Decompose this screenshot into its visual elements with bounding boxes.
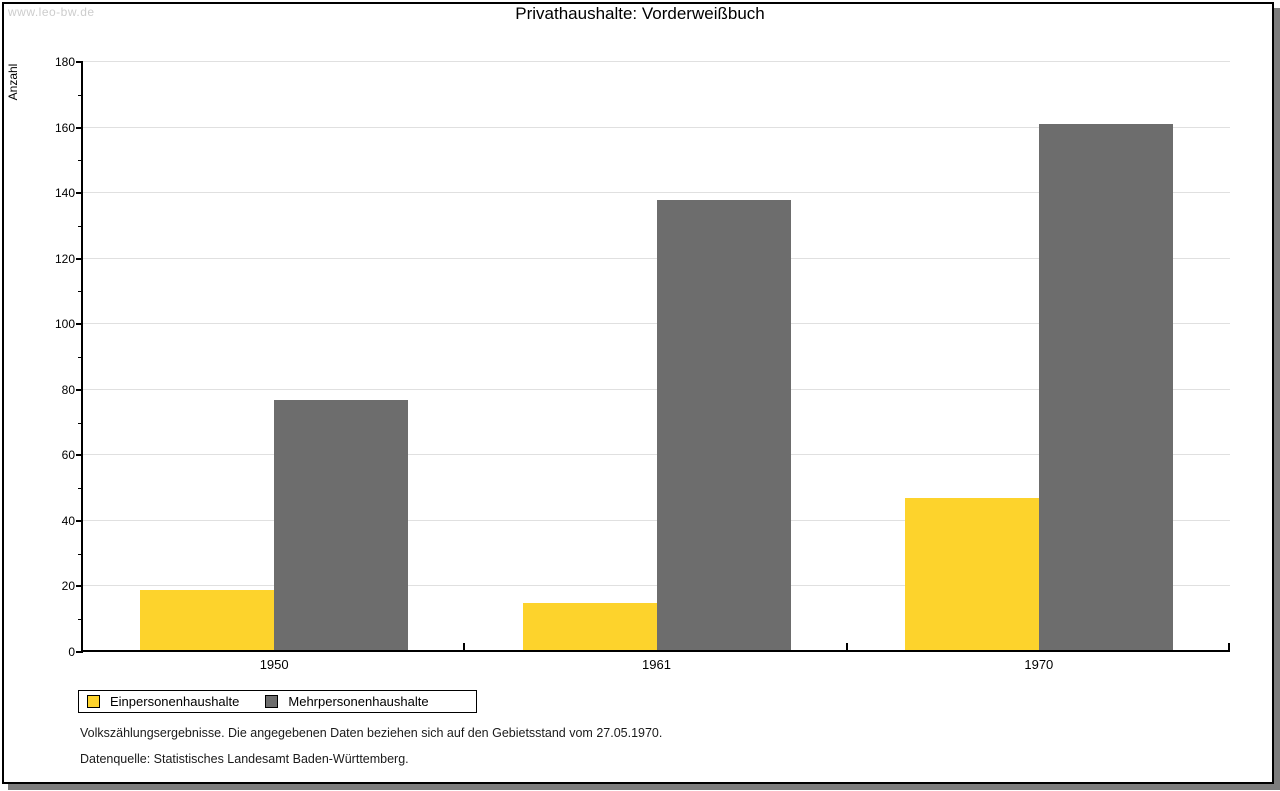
bar-mehrpersonenhaushalte-1970 xyxy=(1038,124,1173,652)
legend-swatch-einpersonenhaushalte xyxy=(87,695,100,708)
watermark: www.leo-bw.de xyxy=(8,5,95,19)
y-minor-tick-150 xyxy=(78,160,83,162)
y-minor-tick-90 xyxy=(78,357,83,358)
y-tick-label-160: 160 xyxy=(54,120,75,135)
bar-einpersonenhaushalte-1970 xyxy=(904,497,1039,652)
y-minor-tick-110 xyxy=(78,291,83,293)
y-major-tick-120 xyxy=(76,257,83,260)
y-major-tick-140 xyxy=(76,192,83,195)
y-tick-label-100: 100 xyxy=(54,317,75,332)
legend-item-mehrpersonenhaushalte: Mehrpersonenhaushalte xyxy=(265,694,429,709)
y-major-tick-160 xyxy=(76,126,83,129)
x-boundary-tick-1 xyxy=(463,643,466,650)
y-major-tick-100 xyxy=(76,323,83,326)
y-major-tick-40 xyxy=(76,519,83,522)
bar-einpersonenhaushalte-1950 xyxy=(140,589,275,652)
x-axis-line xyxy=(81,650,1230,652)
legend-item-einpersonenhaushalte: Einpersonenhaushalte xyxy=(87,694,239,709)
gridline-180 xyxy=(83,61,1230,62)
gridline-140 xyxy=(83,192,1230,194)
footer-source: Datenquelle: Statistisches Landesamt Bad… xyxy=(80,752,409,766)
legend-swatch-mehrpersonenhaushalte xyxy=(265,695,279,708)
legend-label-mehrpersonenhaushalte: Mehrpersonenhaushalte xyxy=(288,694,429,709)
x-boundary-tick-3 xyxy=(1228,643,1230,650)
y-tick-label-80: 80 xyxy=(61,382,75,397)
y-major-tick-0 xyxy=(76,651,83,653)
legend: Einpersonenhaushalte Mehrpersonenhaushalt… xyxy=(78,690,477,713)
x-tick-label-1950: 1950 xyxy=(259,657,289,672)
y-tick-label-40: 40 xyxy=(61,513,75,528)
bar-mehrpersonenhaushalte-1950 xyxy=(274,399,409,652)
legend-label-einpersonenhaushalte: Einpersonenhaushalte xyxy=(110,694,240,709)
y-minor-tick-130 xyxy=(78,225,83,227)
y-major-tick-20 xyxy=(76,585,83,588)
y-tick-label-140: 140 xyxy=(54,186,75,201)
y-minor-tick-10 xyxy=(78,619,83,621)
y-minor-tick-50 xyxy=(78,488,83,490)
y-major-tick-60 xyxy=(76,454,83,457)
y-axis-line xyxy=(81,62,83,652)
x-boundary-tick-2 xyxy=(845,643,848,650)
x-tick-label-1970: 1970 xyxy=(1024,657,1054,672)
y-minor-tick-170 xyxy=(78,94,83,96)
x-tick-label-1961: 1961 xyxy=(642,657,671,672)
gridline-160 xyxy=(83,126,1230,128)
y-minor-tick-70 xyxy=(78,422,83,424)
y-minor-tick-30 xyxy=(78,553,83,555)
y-tick-label-0: 0 xyxy=(68,645,75,659)
y-tick-label-60: 60 xyxy=(61,448,75,463)
bar-einpersonenhaushalte-1961 xyxy=(522,602,657,652)
y-axis-title: Anzahl xyxy=(6,63,20,101)
y-tick-label-120: 120 xyxy=(54,251,75,266)
footer-note: Volkszählungsergebnisse. Die angegebenen… xyxy=(80,726,663,740)
y-tick-label-180: 180 xyxy=(54,55,75,69)
y-tick-label-20: 20 xyxy=(61,579,75,594)
chart-title: Privathaushalte: Vorderweißbuch xyxy=(515,4,765,23)
bar-mehrpersonenhaushalte-1961 xyxy=(656,199,791,652)
y-major-tick-80 xyxy=(76,388,83,391)
y-major-tick-180 xyxy=(76,61,83,63)
